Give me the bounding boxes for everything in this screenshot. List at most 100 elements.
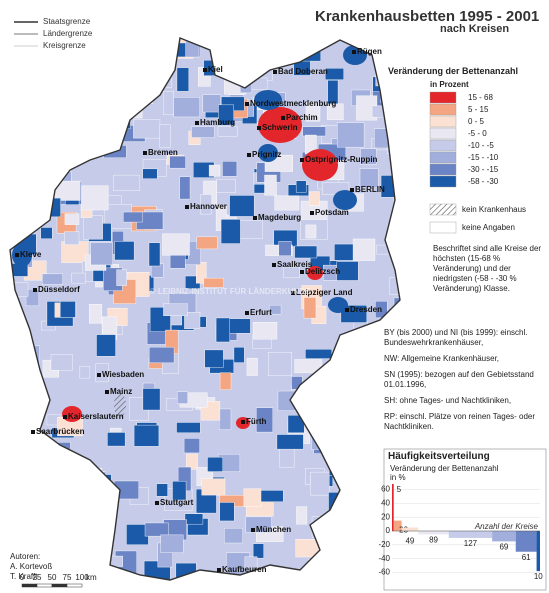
city-label: Delitzsch	[305, 267, 340, 276]
district	[139, 55, 153, 80]
city-marker	[155, 501, 159, 505]
city-marker	[247, 153, 251, 157]
scale-label: 50	[48, 573, 57, 582]
legend-label: -15 - -10	[468, 153, 499, 162]
district	[203, 277, 224, 288]
scale-unit: km	[86, 573, 97, 582]
city-label: Nordwestmecklenburg	[250, 99, 336, 108]
footnotes: BY (bis 2000) und NI (bis 1999): einschl…	[384, 328, 544, 438]
district	[162, 233, 190, 256]
district	[107, 432, 126, 447]
city-label: Hannover	[190, 202, 227, 211]
district	[133, 119, 161, 139]
city-label: Wiesbaden	[102, 370, 144, 379]
legend-swatch	[429, 91, 457, 104]
district	[322, 531, 338, 542]
scale-segment	[21, 583, 38, 588]
city-marker	[291, 291, 295, 295]
state-border	[9, 37, 401, 581]
city-marker	[143, 151, 147, 155]
district	[336, 261, 359, 281]
city-label: Magdeburg	[258, 213, 301, 222]
district-highlight	[328, 297, 348, 313]
district	[311, 424, 337, 450]
footnote: SH: ohne Tages- und Nachtkliniken,	[384, 396, 512, 405]
district	[328, 492, 354, 514]
district	[287, 415, 305, 434]
district	[52, 180, 81, 201]
district	[10, 379, 18, 396]
city-marker	[245, 311, 249, 315]
authors-label: Autoren:	[10, 552, 41, 561]
district	[148, 346, 175, 364]
district	[398, 314, 400, 326]
district	[294, 245, 318, 259]
district	[291, 376, 303, 390]
district	[160, 534, 184, 553]
city-label: Kaiserslautern	[68, 412, 124, 421]
district	[102, 512, 115, 525]
district	[114, 480, 139, 500]
district	[110, 62, 136, 77]
legend-unit: in Prozent	[430, 80, 469, 89]
district	[208, 164, 221, 177]
district	[159, 124, 171, 148]
district	[279, 587, 294, 593]
district	[120, 109, 131, 129]
district	[219, 502, 235, 522]
district	[184, 312, 201, 330]
district	[335, 420, 355, 438]
city-marker	[33, 288, 37, 292]
district	[226, 318, 251, 334]
district	[173, 97, 201, 118]
district	[202, 94, 221, 113]
city-label: Kleve	[20, 250, 42, 259]
district	[325, 68, 344, 80]
city-label: Bad Doberan	[278, 67, 328, 76]
legend-swatch	[429, 203, 457, 216]
district	[12, 508, 40, 531]
district	[283, 266, 300, 279]
city-label: Schwerin	[262, 123, 298, 132]
district	[78, 61, 93, 74]
district	[322, 400, 351, 423]
district	[183, 438, 200, 454]
district	[378, 38, 400, 50]
district	[90, 242, 113, 266]
district	[31, 62, 49, 80]
district	[52, 503, 78, 526]
district	[94, 86, 121, 100]
city-label: Erfurt	[250, 308, 272, 317]
city-label: Stuttgart	[160, 498, 194, 507]
city-label: Fürth	[246, 417, 267, 426]
city-label: Kiel	[208, 65, 223, 74]
district	[63, 132, 89, 143]
district	[303, 297, 317, 319]
district	[398, 118, 400, 142]
scale-segment	[36, 583, 53, 588]
y-tick-label: 60	[381, 485, 390, 494]
scale-label: 75	[63, 573, 72, 582]
district	[204, 349, 224, 368]
district	[215, 317, 230, 343]
district	[36, 521, 58, 538]
district	[395, 569, 400, 580]
city-label: Mainz	[110, 387, 132, 396]
district	[380, 79, 400, 103]
district	[401, 116, 424, 138]
district	[359, 168, 379, 189]
district	[23, 66, 51, 84]
count-label: 127	[464, 539, 478, 548]
district	[278, 241, 292, 257]
legend-swatch	[429, 115, 457, 128]
city-label: Prignitz	[252, 150, 281, 159]
district	[98, 474, 112, 494]
legend-swatch	[429, 221, 457, 234]
legend-label: 15 - 68	[468, 93, 493, 102]
x-axis-label: Anzahl der Kreise	[474, 522, 539, 531]
city-label: Dresden	[350, 305, 382, 314]
district	[264, 174, 277, 196]
district	[389, 277, 400, 295]
district	[172, 481, 187, 501]
y-tick-label: -20	[378, 540, 390, 549]
